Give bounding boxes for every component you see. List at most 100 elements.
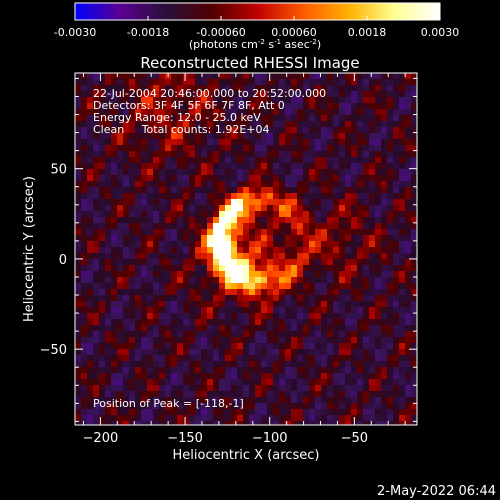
heatmap-cell: [339, 331, 345, 337]
heatmap-cell: [279, 181, 285, 187]
heatmap-cell: [321, 199, 327, 205]
heatmap-cell: [183, 307, 189, 313]
heatmap-cell: [387, 217, 393, 223]
heatmap-cell: [105, 379, 111, 385]
heatmap-cell: [165, 187, 171, 193]
heatmap-cell: [195, 235, 201, 241]
heatmap-cell: [213, 271, 219, 277]
heatmap-cell: [363, 85, 369, 91]
heatmap-cell: [225, 157, 231, 163]
heatmap-cell: [141, 325, 147, 331]
heatmap-cell: [105, 175, 111, 181]
heatmap-cell: [195, 115, 201, 121]
heatmap-cell: [351, 277, 357, 283]
heatmap-cell: [111, 211, 117, 217]
heatmap-cell: [261, 217, 267, 223]
heatmap-cell: [405, 373, 411, 379]
heatmap-cell: [393, 403, 399, 409]
heatmap-cell: [315, 391, 321, 397]
heatmap-cell: [93, 253, 99, 259]
heatmap-cell: [75, 271, 81, 277]
heatmap-cell: [357, 253, 363, 259]
heatmap-cell: [159, 223, 165, 229]
heatmap-cell: [171, 265, 177, 271]
heatmap-cell: [399, 385, 405, 391]
heatmap-cell: [261, 325, 267, 331]
heatmap-cell: [393, 331, 399, 337]
heatmap-cell: [267, 283, 273, 289]
heatmap-cell: [237, 313, 243, 319]
heatmap-cell: [297, 229, 303, 235]
heatmap-cell: [357, 313, 363, 319]
heatmap-cell: [369, 205, 375, 211]
heatmap-cell: [333, 217, 339, 223]
heatmap-cell: [177, 385, 183, 391]
heatmap-cell: [321, 253, 327, 259]
heatmap-cell: [117, 373, 123, 379]
heatmap-cell: [183, 79, 189, 85]
heatmap-cell: [165, 217, 171, 223]
heatmap-cell: [291, 307, 297, 313]
heatmap-cell: [213, 229, 219, 235]
heatmap-cell: [393, 385, 399, 391]
heatmap-cell: [123, 247, 129, 253]
heatmap-cell: [357, 139, 363, 145]
heatmap-cell: [153, 145, 159, 151]
heatmap-cell: [213, 409, 219, 415]
heatmap-cell: [357, 79, 363, 85]
heatmap-cell: [411, 313, 417, 319]
heatmap-cell: [201, 349, 207, 355]
heatmap-cell: [201, 73, 207, 79]
heatmap-cell: [327, 373, 333, 379]
heatmap-cell: [315, 409, 321, 415]
heatmap-cell: [87, 79, 93, 85]
heatmap-cell: [273, 349, 279, 355]
heatmap-cell: [135, 253, 141, 259]
heatmap-cell: [171, 301, 177, 307]
heatmap-cell: [345, 247, 351, 253]
heatmap-cell: [255, 319, 261, 325]
heatmap-cell: [171, 223, 177, 229]
heatmap-cell: [99, 91, 105, 97]
heatmap-cell: [141, 175, 147, 181]
heatmap-cell: [249, 175, 255, 181]
heatmap-cell: [309, 325, 315, 331]
heatmap-cell: [111, 163, 117, 169]
heatmap-cell: [201, 307, 207, 313]
heatmap-cell: [375, 241, 381, 247]
heatmap-cell: [273, 85, 279, 91]
heatmap-cell: [363, 247, 369, 253]
heatmap-cell: [381, 91, 387, 97]
heatmap-cell: [225, 175, 231, 181]
heatmap-cell: [189, 343, 195, 349]
heatmap-cell: [333, 325, 339, 331]
heatmap-cell: [369, 277, 375, 283]
heatmap-cell: [405, 259, 411, 265]
heatmap-cell: [357, 193, 363, 199]
heatmap-cell: [291, 415, 297, 421]
heatmap-cell: [81, 217, 87, 223]
heatmap-cell: [411, 415, 417, 421]
heatmap-cell: [183, 409, 189, 415]
heatmap-cell: [333, 247, 339, 253]
heatmap-cell: [171, 259, 177, 265]
heatmap-cell: [333, 127, 339, 133]
heatmap-cell: [117, 187, 123, 193]
heatmap-cell: [105, 193, 111, 199]
heatmap-cell: [117, 205, 123, 211]
heatmap-cell: [237, 379, 243, 385]
heatmap-cell: [297, 415, 303, 421]
heatmap-cell: [75, 205, 81, 211]
heatmap-cell: [81, 97, 87, 103]
heatmap-cell: [99, 241, 105, 247]
heatmap-cell: [339, 391, 345, 397]
heatmap-cell: [213, 391, 219, 397]
heatmap-cell: [147, 79, 153, 85]
heatmap-cell: [279, 295, 285, 301]
heatmap-cell: [231, 79, 237, 85]
heatmap-cell: [177, 421, 183, 425]
heatmap-cell: [243, 403, 249, 409]
heatmap-cell: [123, 157, 129, 163]
heatmap-cell: [405, 415, 411, 421]
heatmap-cell: [339, 121, 345, 127]
